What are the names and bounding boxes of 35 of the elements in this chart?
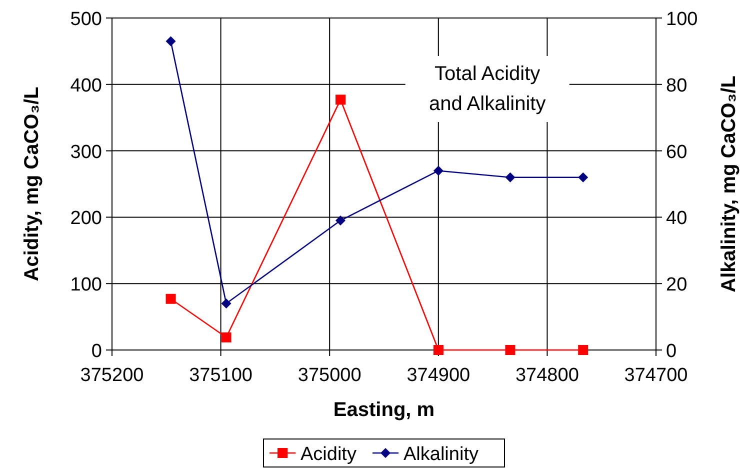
point — [166, 36, 176, 46]
y2-axis-title: Alkalinity, mg CaCO₃/L — [718, 76, 740, 292]
point — [578, 345, 588, 355]
y-tick-label: 100 — [70, 274, 102, 296]
point — [221, 332, 232, 342]
point — [505, 345, 516, 355]
point — [578, 172, 588, 182]
y2-tick-label: 0 — [666, 341, 677, 362]
point — [221, 298, 232, 309]
legend-label: Acidity — [300, 444, 357, 465]
y2-tick-label: 60 — [666, 142, 688, 163]
y-tick-label: 300 — [70, 142, 102, 163]
x-tick-label: 374800 — [515, 365, 579, 386]
y-tick-label: 0 — [91, 341, 102, 362]
x-axis-title: Easting, m — [333, 399, 435, 421]
text: Total Acidity and Alkalinity — [428, 63, 546, 115]
y2-tick-label: 40 — [666, 208, 688, 230]
x-tick-label: 375200 — [80, 365, 144, 386]
legend-label: Alkalinity — [404, 444, 479, 465]
x-tick-label: 375100 — [189, 365, 253, 386]
y2-tick-label: 100 — [666, 9, 698, 30]
y-tick-label: 400 — [70, 75, 102, 96]
x-tick-label: 374900 — [406, 365, 470, 386]
y2-tick-label: 20 — [666, 274, 688, 296]
y-axis-title: Acidity, mg CaCO₃/L — [21, 86, 43, 282]
point — [166, 294, 176, 304]
point — [505, 172, 516, 182]
y-tick-label: 200 — [70, 208, 102, 230]
point — [433, 166, 444, 176]
point — [335, 94, 346, 105]
point — [335, 216, 346, 226]
y-tick-label: 500 — [70, 9, 102, 30]
x-tick-label: 374700 — [624, 365, 688, 386]
y2-tick-label: 80 — [666, 75, 688, 96]
x-tick-label: 375000 — [298, 365, 362, 386]
